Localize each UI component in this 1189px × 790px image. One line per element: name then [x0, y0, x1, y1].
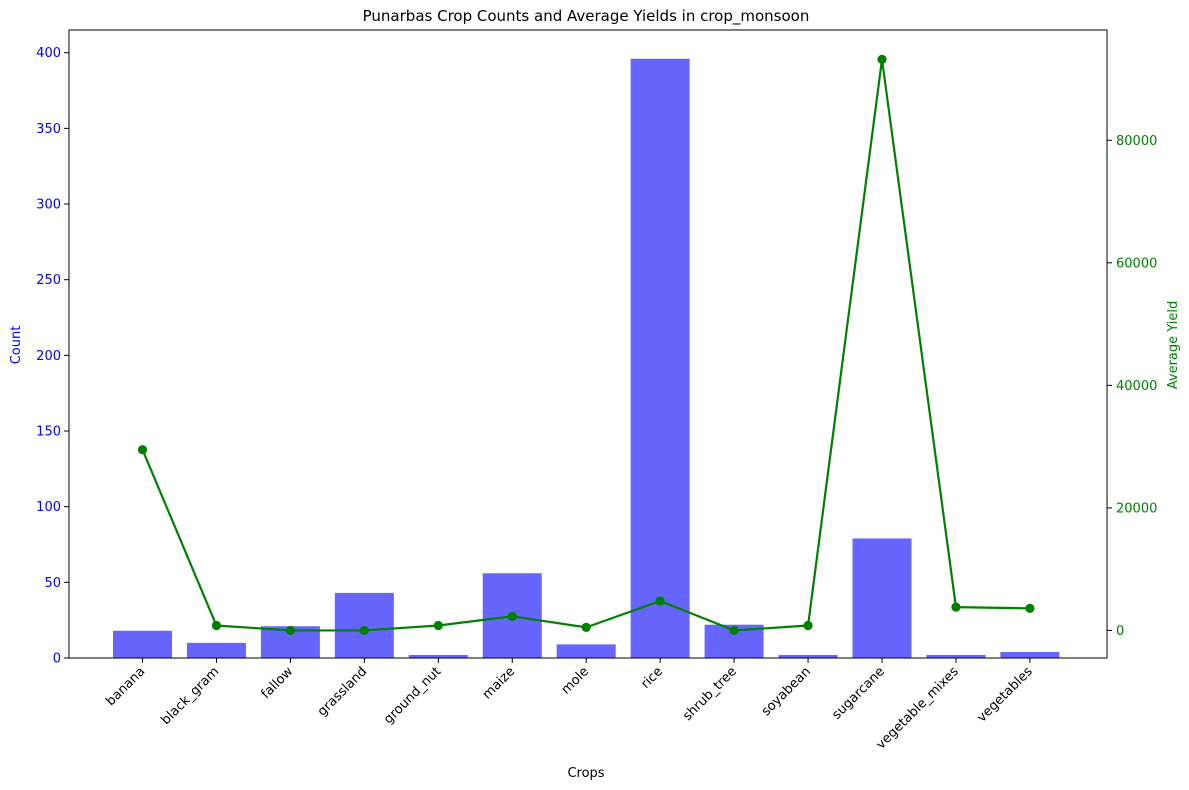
- bar-black_gram: [186, 642, 246, 658]
- bar-vegetable_mixes: [926, 654, 986, 658]
- left-y-axis-label: Count: [9, 326, 24, 365]
- x-tick-label-rice: rice: [638, 664, 666, 692]
- bar-grassland: [334, 592, 394, 658]
- left-tick-label: 0: [53, 652, 61, 667]
- bar-ground_nut: [408, 654, 468, 658]
- left-tick-label: 150: [36, 425, 61, 440]
- yield-point-ground_nut: [433, 620, 443, 631]
- x-tick-label-maize: maize: [480, 664, 518, 702]
- yield-point-banana: [137, 445, 148, 455]
- yield-point-fallow: [285, 625, 295, 636]
- x-tick-label-vegetables: vegetables: [974, 664, 1035, 725]
- x-tick-label-grassland: grassland: [315, 664, 370, 719]
- right-y-axis-label: Average Yield: [1166, 301, 1181, 389]
- yield-point-soyabean: [803, 620, 813, 631]
- left-tick-label: 100: [36, 500, 61, 515]
- chart-title: Punarbas Crop Counts and Average Yields …: [363, 7, 810, 26]
- yield-point-vegetables: [1025, 603, 1035, 613]
- x-axis-label: Crops: [567, 766, 604, 781]
- x-tick-label-ground_nut: ground_nut: [381, 664, 444, 727]
- right-tick-label: 40000: [1116, 379, 1157, 394]
- yield-point-maize: [507, 611, 517, 621]
- yield-point-black_gram: [211, 620, 222, 631]
- x-tick-label-black_gram: black_gram: [158, 664, 222, 728]
- right-tick-label: 0: [1116, 624, 1124, 639]
- x-tick-label-mole: mole: [559, 664, 592, 697]
- bar-mole: [556, 644, 616, 658]
- left-tick-label: 350: [36, 122, 61, 137]
- yield-point-shrub_tree: [729, 625, 739, 636]
- yield-point-vegetable_mixes: [951, 602, 961, 612]
- line-series: [137, 54, 1035, 636]
- x-tick-label-soyabean: soyabean: [759, 664, 814, 719]
- bar-rice: [630, 58, 690, 658]
- yield-point-grassland: [359, 625, 369, 636]
- yield-point-mole: [581, 622, 591, 632]
- bar-sugarcane: [852, 538, 912, 658]
- right-tick-label: 20000: [1116, 501, 1157, 516]
- bar-vegetables: [1000, 651, 1060, 658]
- left-tick-label: 400: [36, 46, 61, 61]
- left-tick-label: 200: [36, 349, 61, 364]
- left-tick-label: 300: [36, 198, 61, 213]
- left-tick-label: 50: [44, 576, 61, 591]
- yield-point-sugarcane: [877, 54, 887, 65]
- plot-frame: [68, 29, 1108, 659]
- right-tick-label: 80000: [1116, 134, 1157, 149]
- x-tick-label-shrub_tree: shrub_tree: [680, 664, 740, 724]
- bar-series: [113, 58, 1060, 658]
- x-tick-label-sugarcane: sugarcane: [829, 664, 887, 722]
- x-tick-label-vegetable_mixes: vegetable_mixes: [874, 664, 962, 752]
- yield-point-rice: [655, 596, 665, 606]
- left-tick-label: 250: [36, 273, 61, 288]
- bar-banana: [113, 630, 172, 658]
- right-tick-label: 60000: [1116, 256, 1157, 271]
- x-tick-label-banana: banana: [103, 664, 148, 709]
- bar-soyabean: [778, 654, 838, 658]
- x-tick-label-fallow: fallow: [258, 664, 296, 702]
